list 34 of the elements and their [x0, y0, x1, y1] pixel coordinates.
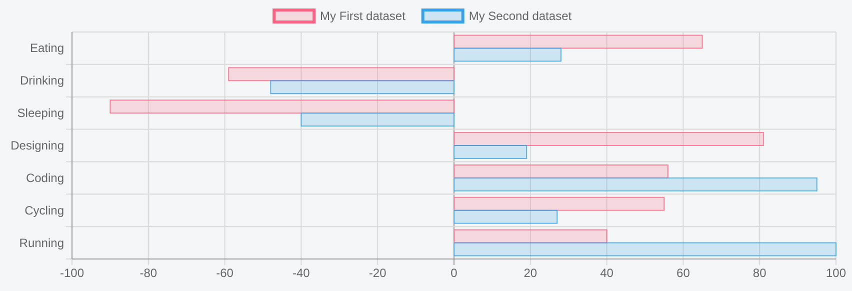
y-tick-label: Cycling [24, 203, 64, 218]
x-tick-label: -60 [216, 266, 234, 280]
y-tick-label: Eating [30, 41, 64, 56]
bar [454, 210, 558, 224]
bar [110, 100, 454, 114]
y-tick-label: Running [19, 236, 64, 250]
x-tick-label: 20 [524, 266, 538, 280]
bar [300, 112, 454, 127]
x-tick-label: -40 [292, 266, 310, 280]
bar [454, 145, 528, 159]
bar [454, 132, 764, 146]
bar [454, 196, 665, 211]
x-tick-label: 0 [450, 266, 458, 280]
bar [454, 177, 818, 192]
bar [454, 48, 562, 62]
x-tick-label: 40 [600, 266, 614, 280]
x-tick-label: -20 [368, 266, 387, 280]
bar [454, 229, 608, 244]
legend-label: My First dataset [320, 9, 406, 23]
bar [228, 67, 454, 82]
bar [454, 34, 703, 49]
y-tick-label: Drinking [20, 74, 64, 88]
bar [270, 80, 454, 94]
x-tick-label: 60 [676, 266, 690, 280]
y-tick-label: Sleeping [17, 106, 64, 120]
bar [454, 242, 836, 256]
y-tick-label: Coding [26, 170, 64, 185]
x-tick-label: -100 [60, 266, 84, 280]
y-tick-label: Designing [10, 138, 64, 152]
legend-label: My Second dataset [468, 9, 572, 23]
x-tick-label: 100 [826, 266, 846, 280]
bar [454, 164, 668, 178]
x-tick-label: -80 [140, 266, 158, 280]
x-tick-label: 80 [752, 266, 767, 280]
